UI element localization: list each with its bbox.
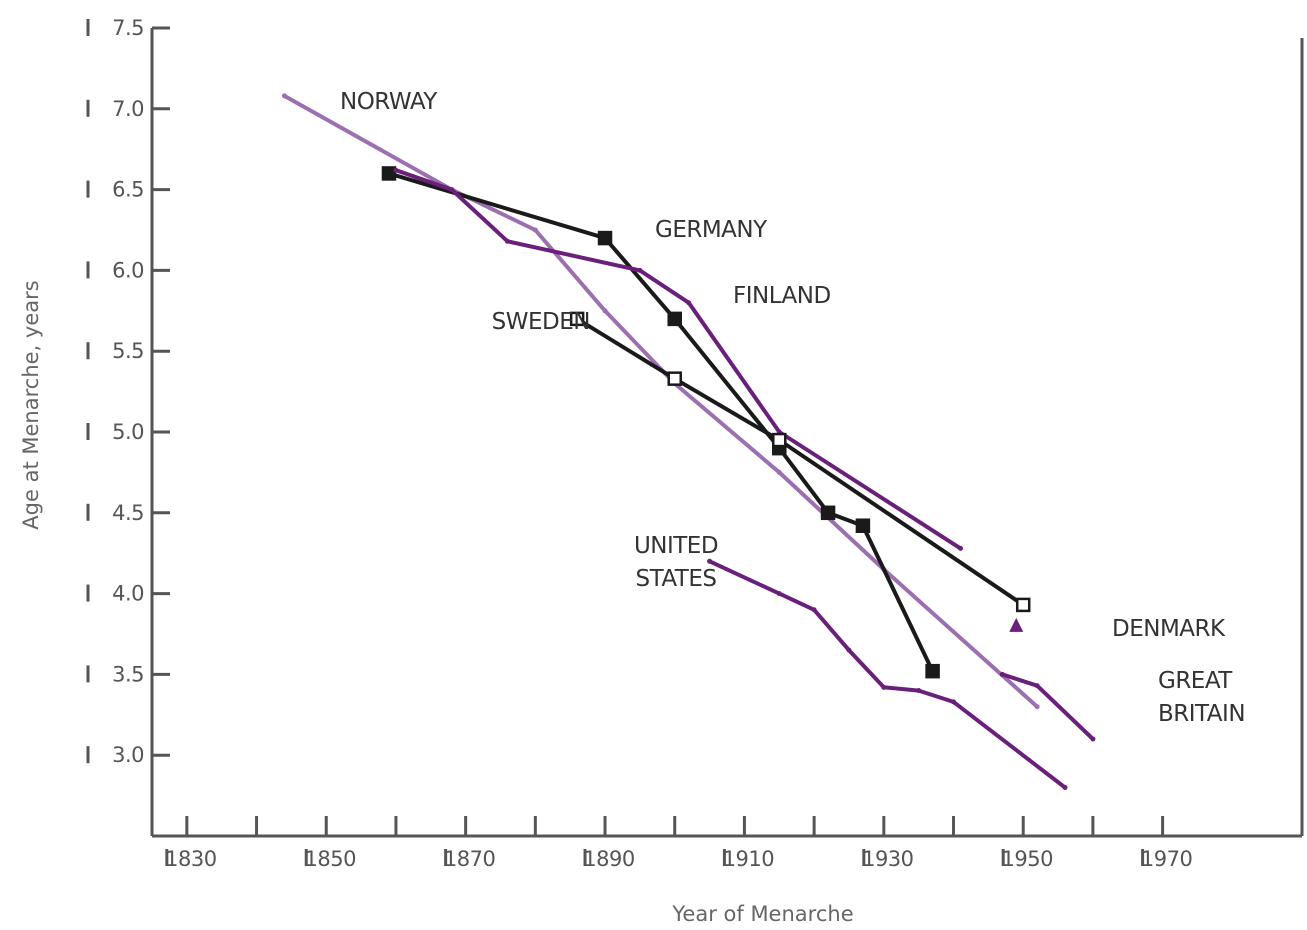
series-line-germany — [387, 171, 935, 674]
series-label-great-britain: BRITAIN — [1158, 701, 1245, 727]
x-tick-label: 1950 — [1001, 847, 1052, 871]
data-point-denmark — [1009, 617, 1024, 632]
series-label-norway: NORWAY — [340, 89, 438, 115]
data-point-sweden — [772, 432, 787, 448]
series-denmark — [1009, 617, 1024, 632]
series-label-united-states: UNITED — [634, 533, 718, 559]
data-point-germany — [597, 230, 613, 246]
data-point-germany — [667, 311, 682, 327]
y-tick-label: 4.0 — [112, 582, 144, 606]
series-label-sweden: SWEDEN — [492, 309, 590, 335]
data-point-united-states — [707, 558, 713, 564]
series-label-finland: FINLAND — [733, 283, 831, 309]
data-point-united-states — [776, 591, 782, 597]
data-point-united-states — [811, 607, 817, 613]
series-line-united-states — [707, 559, 1067, 790]
data-point-united-states — [1062, 785, 1068, 791]
series-line-norway — [282, 93, 1040, 709]
data-point-great-britain — [1090, 736, 1096, 742]
y-tick-label: 5.0 — [112, 420, 144, 444]
series-label-denmark: DENMARK — [1112, 616, 1226, 642]
x-tick-label: 1970 — [1141, 847, 1192, 871]
data-point-great-britain — [999, 671, 1005, 677]
series-line-great-britain — [1000, 672, 1095, 741]
x-axis-title: Year of Menarche — [671, 902, 853, 926]
data-point-united-states — [916, 688, 922, 694]
data-point-united-states — [846, 647, 852, 653]
y-tick-label: 3.5 — [112, 662, 144, 686]
data-point-germany — [820, 505, 836, 521]
x-tick-label: 1870 — [444, 847, 495, 871]
chart-axes: 3.0 3.5 4.0 4.5 5.0 5.5 6.0 6.5 7.0 7.5 1830 1850 18… — [86, 16, 1304, 871]
data-point-united-states — [881, 684, 887, 690]
series-label-germany: GERMANY — [655, 217, 768, 243]
series-united-states — [707, 558, 1068, 791]
x-tick-label: 1910 — [723, 847, 774, 871]
y-tick-label: 4.5 — [112, 501, 144, 525]
x-tick-label: 1890 — [583, 847, 634, 871]
data-point-united-states — [951, 699, 957, 705]
y-tick-label: 7.0 — [112, 97, 144, 121]
series-label-united-states: STATES — [636, 566, 717, 592]
series-germany — [381, 166, 940, 679]
chart-series-layer — [281, 93, 1096, 791]
data-point-sweden — [569, 311, 585, 327]
data-point-germany — [381, 166, 397, 181]
series-sweden — [569, 311, 1031, 613]
data-point-finland — [393, 167, 399, 173]
data-point-finland — [957, 545, 963, 551]
y-tick-label: 6.0 — [112, 258, 144, 282]
data-point-germany — [925, 663, 940, 679]
data-point-norway — [776, 469, 782, 475]
data-point-finland — [449, 187, 455, 193]
data-point-norway — [1034, 704, 1040, 710]
series-label-great-britain: GREAT — [1158, 668, 1233, 694]
y-axis-title: Age at Menarche, years — [19, 280, 43, 529]
x-tick-label: 1830 — [165, 847, 216, 871]
y-tick-label: 3.0 — [112, 743, 144, 767]
data-point-germany — [855, 518, 871, 533]
data-point-norway — [602, 308, 608, 314]
data-point-sweden — [667, 371, 682, 386]
chart-series-labels: NORWAY GERMANY FINLAND SWEDEN DENMARK GREAT BR… — [340, 89, 1246, 727]
data-point-norway — [532, 227, 538, 233]
data-point-sweden — [1015, 597, 1031, 613]
data-point-finland — [686, 300, 692, 306]
series-great-britain — [999, 671, 1096, 742]
y-tick-label: 5.5 — [112, 339, 144, 363]
series-line-sweden — [575, 316, 1026, 607]
x-tick-label: 1930 — [862, 847, 913, 871]
data-point-great-britain — [1034, 683, 1040, 689]
data-point-finland — [504, 238, 510, 244]
x-tick-label: 1850 — [305, 847, 356, 871]
data-point-norway — [281, 93, 287, 99]
data-point-finland — [637, 267, 643, 273]
series-norway — [281, 93, 1040, 710]
y-tick-label: 6.5 — [112, 178, 144, 202]
y-tick-label: 7.5 — [112, 16, 144, 40]
